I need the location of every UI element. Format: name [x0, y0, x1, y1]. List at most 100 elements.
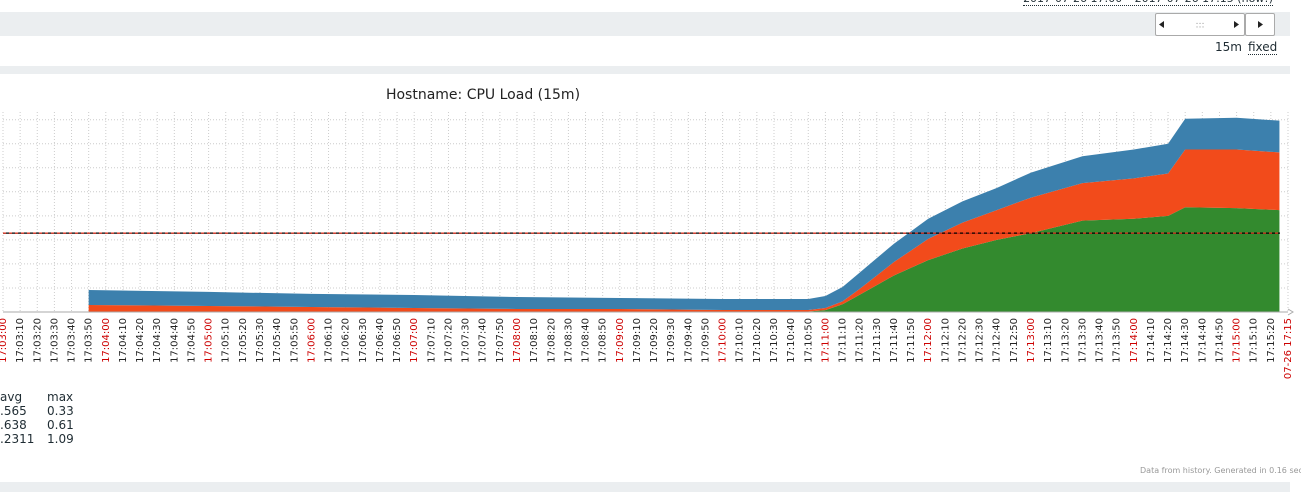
x-tick-label: 17:08:10 — [529, 318, 540, 363]
x-tick-label: 17:09:20 — [649, 318, 660, 363]
legend-cell: .2311 — [0, 432, 35, 446]
x-tick-label: 17:14:40 — [1197, 318, 1208, 363]
x-tick-label: 17:08:50 — [598, 318, 609, 363]
x-tick-label: 17:06:40 — [375, 318, 386, 363]
area — [88, 149, 1280, 312]
x-tick-label: 17:07:20 — [443, 318, 454, 363]
x-tick-label: 17:07:30 — [461, 318, 472, 363]
x-tick-label: 17:09:00 — [615, 318, 626, 363]
x-tick-label: 17:08:20 — [546, 318, 557, 363]
x-tick-label: 17:04:10 — [118, 318, 129, 363]
x-tick-label: 17:15:00 — [1232, 318, 1243, 363]
svg-text::::: ::: — [1195, 21, 1204, 31]
x-tick-label: 17:14:50 — [1214, 318, 1225, 363]
legend-cell: 0.33 — [47, 404, 74, 418]
x-tick-label: 17:06:00 — [306, 318, 317, 363]
x-tick-label: 17:06:50 — [392, 318, 403, 363]
x-tick-label: 17:10:00 — [718, 318, 729, 363]
x-tick-label: 17:06:20 — [341, 318, 352, 363]
x-tick-label: 17:13:20 — [1060, 318, 1071, 363]
x-tick-label: 17:11:50 — [906, 318, 917, 363]
x-tick-label: 17:12:30 — [975, 318, 986, 363]
x-tick-label: 17:13:30 — [1077, 318, 1088, 363]
x-tick-label: 17:10:20 — [752, 318, 763, 363]
x-tick-label: 17:05:40 — [272, 318, 283, 363]
x-tick-label: 17:10:10 — [735, 318, 746, 363]
x-tick-label: 17:14:20 — [1163, 318, 1174, 363]
x-tick-label: 17:11:30 — [872, 318, 883, 363]
x-tick-label: 17:14:10 — [1146, 318, 1157, 363]
legend-cell: .565 — [0, 404, 27, 418]
x-tick-label: 17:04:30 — [152, 318, 163, 363]
bottom-bar — [0, 482, 1290, 492]
x-tick-label: 17:11:40 — [889, 318, 900, 363]
x-tick-label: 17:03:30 — [49, 318, 60, 363]
x-tick-label: 17:13:10 — [1043, 318, 1054, 363]
x-tick-label: 17:10:30 — [769, 318, 780, 363]
x-tick-label: 17:11:00 — [820, 318, 831, 363]
x-tick-label: 17:03:10 — [15, 318, 26, 363]
x-tick-label: 17:07:10 — [426, 318, 437, 363]
x-tick-label: 17:07:40 — [478, 318, 489, 363]
x-tick-label: 17:12:40 — [992, 318, 1003, 363]
x-tick-label: 17:05:10 — [221, 318, 232, 363]
x-tick-label: 17:06:10 — [324, 318, 335, 363]
x-tick-label: 17:08:30 — [563, 318, 574, 363]
x-tick-label: 17:07:00 — [409, 318, 420, 363]
legend-cell: max — [47, 390, 74, 404]
filter-bar — [0, 12, 1290, 36]
nav-buttons[interactable]: ::: — [1155, 13, 1245, 36]
next-button[interactable] — [1245, 13, 1275, 36]
x-tick-label: 17:05:20 — [238, 318, 249, 363]
x-tick-label: 17:04:40 — [169, 318, 180, 363]
x-tick-label: 17:14:00 — [1129, 318, 1140, 363]
nav-icons: ::: — [1159, 21, 1239, 31]
footer-note: Data from history. Generated in 0.16 sec… — [1140, 466, 1301, 475]
x-tick-label: 17:09:10 — [632, 318, 643, 363]
x-tick-label: 17:15:20 — [1266, 318, 1277, 363]
chart: Hostname: CPU Load (15m) 17:03:00 17:03:1… — [0, 87, 1294, 379]
next-icon — [1258, 21, 1263, 28]
x-tick-label: 07-26 17:15 — [1283, 318, 1294, 379]
x-tick-label: 17:12:20 — [957, 318, 968, 363]
x-tick-label: 17:13:50 — [1112, 318, 1123, 363]
x-tick-label: 17:15:10 — [1249, 318, 1260, 363]
x-tick-label: 17:12:50 — [1009, 318, 1020, 363]
x-tick-label: 17:11:20 — [855, 318, 866, 363]
x-tick-label: 17:13:40 — [1095, 318, 1106, 363]
mode[interactable]: fixed — [1248, 40, 1278, 55]
x-tick-label: 17:09:30 — [666, 318, 677, 363]
x-tick-label: 17:09:50 — [700, 318, 711, 363]
x-tick-label: 17:11:10 — [838, 318, 849, 363]
x-tick-label: 17:04:20 — [135, 318, 146, 363]
x-tick-label: 17:05:50 — [289, 318, 300, 363]
x-tick-label: 17:14:30 — [1180, 318, 1191, 363]
x-tick-label: 17:06:30 — [358, 318, 369, 363]
x-tick-label: 17:13:00 — [1026, 318, 1037, 363]
legend-cell: avg — [0, 390, 23, 404]
period: 15m — [1215, 40, 1242, 54]
x-tick-label: 17:04:00 — [101, 318, 112, 363]
chart-title: Hostname: CPU Load (15m) — [386, 87, 580, 103]
x-tick-label: 17:04:50 — [186, 318, 197, 363]
x-tick-label: 17:03:40 — [67, 318, 78, 363]
legend-cell: 0.61 — [47, 418, 74, 432]
x-tick-label: 17:12:00 — [923, 318, 934, 363]
x-tick-label: 17:03:20 — [32, 318, 43, 363]
x-tick-label: 17:07:50 — [495, 318, 506, 363]
x-tick-label: 17:08:40 — [581, 318, 592, 363]
x-tick-label: 17:03:00 — [0, 318, 9, 363]
axis-arrow — [1287, 308, 1294, 316]
area — [88, 207, 1280, 312]
x-tick-label: 17:05:00 — [204, 318, 215, 363]
separator — [0, 66, 1290, 74]
legend-cell: .638 — [0, 418, 27, 432]
x-tick-label: 17:03:50 — [84, 318, 95, 363]
x-tick-label: 17:12:10 — [940, 318, 951, 363]
x-tick-label: 17:09:40 — [683, 318, 694, 363]
x-tick-label: 17:10:50 — [803, 318, 814, 363]
x-tick-label: 17:08:00 — [512, 318, 523, 363]
x-tick-label: 17:10:40 — [786, 318, 797, 363]
